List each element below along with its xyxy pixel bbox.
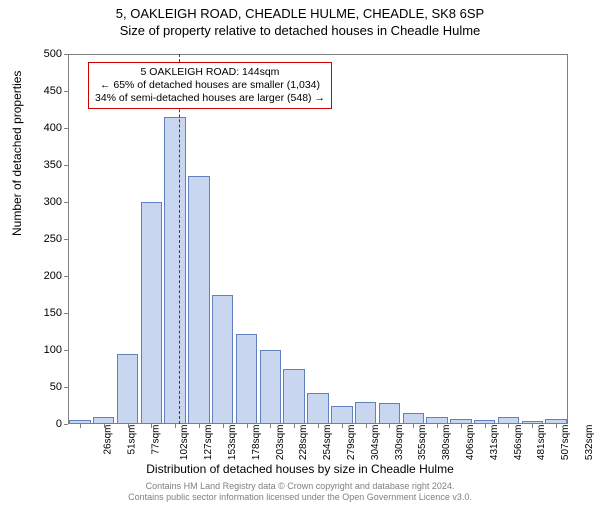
xtick-label: 355sqm: [418, 425, 429, 461]
annotation-line: 5 OAKLEIGH ROAD: 144sqm: [95, 66, 325, 79]
histogram-bar: [236, 334, 257, 424]
xtick-mark: [80, 424, 81, 428]
histogram-bar: [355, 402, 376, 424]
histogram-bar: [188, 176, 209, 424]
xtick-mark: [485, 424, 486, 428]
histogram-chart: 05010015020025030035040045050026sqm51sqm…: [68, 54, 568, 424]
ytick-mark: [64, 54, 68, 55]
ytick-label: 450: [32, 85, 62, 97]
histogram-bar: [426, 417, 447, 424]
footer-line2: Contains public sector information licen…: [0, 492, 600, 503]
ytick-label: 400: [32, 122, 62, 134]
ytick-mark: [64, 350, 68, 351]
ytick-label: 0: [32, 418, 62, 430]
xtick-label: 203sqm: [275, 425, 286, 461]
ytick-label: 100: [32, 344, 62, 356]
xtick-label: 406sqm: [465, 425, 476, 461]
histogram-bar: [212, 295, 233, 425]
xtick-label: 228sqm: [298, 425, 309, 461]
xtick-label: 178sqm: [251, 425, 262, 461]
annotation-line: 34% of semi-detached houses are larger (…: [95, 92, 325, 105]
xtick-mark: [532, 424, 533, 428]
xtick-mark: [508, 424, 509, 428]
ytick-mark: [64, 165, 68, 166]
xtick-mark: [223, 424, 224, 428]
xtick-mark: [389, 424, 390, 428]
ytick-mark: [64, 276, 68, 277]
xtick-mark: [556, 424, 557, 428]
xtick-mark: [461, 424, 462, 428]
xtick-label: 26sqm: [102, 425, 113, 455]
xtick-mark: [270, 424, 271, 428]
y-axis-label: Number of detached properties: [10, 71, 24, 236]
xtick-mark: [175, 424, 176, 428]
histogram-bar: [260, 350, 281, 424]
histogram-bar: [164, 117, 185, 424]
ytick-label: 150: [32, 307, 62, 319]
ytick-mark: [64, 424, 68, 425]
xtick-mark: [104, 424, 105, 428]
title-subtitle: Size of property relative to detached ho…: [0, 23, 600, 38]
xtick-mark: [437, 424, 438, 428]
xtick-label: 330sqm: [394, 425, 405, 461]
title-address: 5, OAKLEIGH ROAD, CHEADLE HULME, CHEADLE…: [0, 6, 600, 21]
ytick-label: 250: [32, 233, 62, 245]
xtick-label: 77sqm: [150, 425, 161, 455]
histogram-bar: [403, 413, 424, 424]
ytick-mark: [64, 313, 68, 314]
ytick-label: 300: [32, 196, 62, 208]
annotation-box: 5 OAKLEIGH ROAD: 144sqm← 65% of detached…: [88, 62, 332, 109]
histogram-bar: [117, 354, 138, 424]
xtick-mark: [247, 424, 248, 428]
ytick-label: 350: [32, 159, 62, 171]
ytick-mark: [64, 387, 68, 388]
ytick-label: 50: [32, 381, 62, 393]
histogram-bar: [307, 393, 328, 424]
histogram-bar: [331, 406, 352, 425]
histogram-bar: [283, 369, 304, 425]
annotation-line: ← 65% of detached houses are smaller (1,…: [95, 79, 325, 92]
ytick-mark: [64, 128, 68, 129]
xtick-label: 431sqm: [489, 425, 500, 461]
ytick-mark: [64, 202, 68, 203]
xtick-label: 456sqm: [513, 425, 524, 461]
xtick-mark: [366, 424, 367, 428]
xtick-label: 254sqm: [322, 425, 333, 461]
xtick-label: 304sqm: [370, 425, 381, 461]
xtick-label: 153sqm: [227, 425, 238, 461]
xtick-mark: [318, 424, 319, 428]
ytick-mark: [64, 91, 68, 92]
histogram-bar: [141, 202, 162, 424]
ytick-label: 500: [32, 48, 62, 60]
xtick-label: 279sqm: [346, 425, 357, 461]
xtick-label: 507sqm: [560, 425, 571, 461]
xtick-label: 380sqm: [441, 425, 452, 461]
xtick-mark: [128, 424, 129, 428]
footer-line1: Contains HM Land Registry data © Crown c…: [0, 481, 600, 492]
ytick-mark: [64, 239, 68, 240]
xtick-mark: [199, 424, 200, 428]
xtick-label: 51sqm: [126, 425, 137, 455]
xtick-label: 102sqm: [179, 425, 190, 461]
reference-line: [179, 54, 180, 424]
xtick-label: 481sqm: [537, 425, 548, 461]
xtick-label: 532sqm: [584, 425, 595, 461]
xtick-mark: [151, 424, 152, 428]
histogram-bar: [379, 403, 400, 424]
xtick-mark: [413, 424, 414, 428]
xtick-mark: [294, 424, 295, 428]
xtick-label: 127sqm: [203, 425, 214, 461]
x-axis-label: Distribution of detached houses by size …: [0, 462, 600, 476]
histogram-bar: [498, 417, 519, 424]
xtick-mark: [342, 424, 343, 428]
histogram-bar: [93, 417, 114, 424]
ytick-label: 200: [32, 270, 62, 282]
